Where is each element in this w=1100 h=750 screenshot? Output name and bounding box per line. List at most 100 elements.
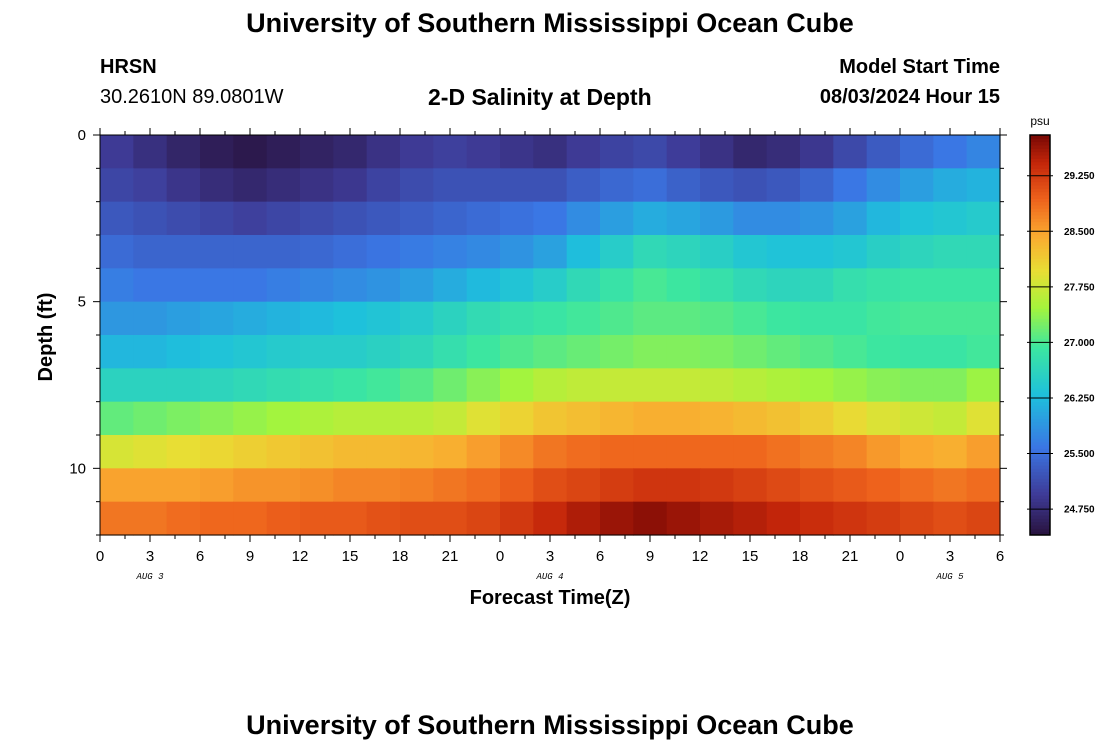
- heatmap-cell: [166, 268, 201, 303]
- heatmap-cell: [100, 235, 134, 269]
- heatmap-cell: [333, 468, 368, 503]
- x-tick-label: 0: [96, 548, 104, 565]
- heatmap-cell: [733, 301, 768, 336]
- colorbar-segment: [1030, 351, 1050, 356]
- colorbar-tick-label: 24.750: [1064, 505, 1095, 516]
- heatmap-cell: [400, 268, 434, 303]
- colorbar-segment: [1030, 361, 1050, 366]
- colorbar-segment: [1030, 441, 1050, 446]
- heatmap-cell: [433, 501, 468, 536]
- heatmap-cell: [733, 268, 768, 303]
- colorbar-segment: [1030, 208, 1050, 213]
- colorbar-segment: [1030, 418, 1050, 423]
- colorbar-segment: [1030, 485, 1050, 489]
- heatmap-cell: [733, 368, 768, 403]
- heatmap-cell: [466, 401, 501, 436]
- heatmap-cell: [400, 301, 434, 336]
- heatmap-cell: [966, 435, 1001, 469]
- heatmap-cell: [133, 335, 168, 369]
- y-tick-label: 5: [78, 294, 86, 311]
- colorbar-segment: [1030, 488, 1050, 493]
- heatmap-cell: [500, 435, 534, 469]
- heatmap-cell: [166, 235, 201, 269]
- heatmap-cell: [933, 401, 968, 436]
- colorbar-tick-label: 28.500: [1064, 227, 1095, 238]
- heatmap-cell: [533, 235, 568, 269]
- heatmap-cell: [666, 168, 701, 203]
- colorbar-segment: [1030, 531, 1050, 536]
- heatmap-cell: [900, 201, 934, 236]
- colorbar-segment: [1030, 381, 1050, 386]
- colorbar-segment: [1030, 195, 1050, 199]
- heatmap-cell: [500, 135, 534, 169]
- heatmap-cell: [966, 168, 1001, 203]
- heatmap-cell: [900, 401, 934, 436]
- x-tick-label: 6: [196, 548, 204, 565]
- heatmap-cell: [433, 301, 468, 336]
- heatmap-cell: [100, 335, 134, 369]
- colorbar-segment: [1030, 395, 1050, 399]
- colorbar-segment: [1030, 435, 1050, 439]
- colorbar-segment: [1030, 215, 1050, 219]
- heatmap-cell: [633, 168, 668, 203]
- colorbar-segment: [1030, 188, 1050, 193]
- heatmap-cell: [800, 301, 834, 336]
- colorbar-segment: [1030, 198, 1050, 203]
- heatmap-cell: [966, 235, 1001, 269]
- heatmap-cell: [633, 501, 668, 536]
- heatmap-cell: [266, 201, 301, 236]
- chart-title: University of Southern Mississippi Ocean…: [246, 8, 854, 38]
- heatmap-cell: [733, 135, 768, 169]
- heatmap-cell: [566, 235, 601, 269]
- heatmap-cell: [566, 268, 601, 303]
- colorbar-segment: [1030, 458, 1050, 463]
- heatmap-cell: [800, 335, 834, 369]
- heatmap-cell: [933, 135, 968, 169]
- colorbar-segment: [1030, 368, 1050, 373]
- heatmap-cell: [200, 435, 234, 469]
- colorbar-segment: [1030, 465, 1050, 469]
- heatmap-cell: [366, 501, 401, 536]
- colorbar-segment: [1030, 178, 1050, 183]
- heatmap-cell: [966, 501, 1001, 536]
- heatmap-cell: [266, 368, 301, 403]
- heatmap-cell: [566, 168, 601, 203]
- heatmap-cell: [900, 268, 934, 303]
- heatmap-cell: [200, 368, 234, 403]
- colorbar-unit: psu: [1030, 114, 1049, 128]
- colorbar-segment: [1030, 305, 1050, 309]
- heatmap-cell: [200, 401, 234, 436]
- heatmap-cell: [533, 335, 568, 369]
- heatmap-cell: [200, 201, 234, 236]
- colorbar-segment: [1030, 301, 1050, 306]
- colorbar-segment: [1030, 141, 1050, 146]
- heatmap-cell: [800, 368, 834, 403]
- colorbar-segment: [1030, 528, 1050, 533]
- colorbar-segment: [1030, 438, 1050, 443]
- colorbar-segment: [1030, 261, 1050, 266]
- heatmap-cell: [400, 335, 434, 369]
- x-tick-label: 15: [342, 548, 359, 565]
- heatmap-cell: [100, 301, 134, 336]
- colorbar-segment: [1030, 255, 1050, 259]
- heatmap-cell: [800, 168, 834, 203]
- x-tick-label: 9: [246, 548, 254, 565]
- heatmap-cell: [866, 301, 901, 336]
- heatmap-cell: [600, 301, 634, 336]
- colorbar-segment: [1030, 445, 1050, 449]
- heatmap-cell: [600, 201, 634, 236]
- heatmap-cell: [133, 401, 168, 436]
- heatmap-cell: [433, 468, 468, 503]
- heatmap-cell: [466, 435, 501, 469]
- heatmap-cell: [500, 368, 534, 403]
- colorbar-segment: [1030, 371, 1050, 376]
- heatmap-cell: [400, 435, 434, 469]
- heatmap-cell: [333, 435, 368, 469]
- heatmap-cell: [466, 168, 501, 203]
- heatmap-cell: [233, 168, 268, 203]
- heatmap-cell: [300, 268, 334, 303]
- heatmap-cell: [400, 235, 434, 269]
- heatmap-cell: [466, 335, 501, 369]
- colorbar-segment: [1030, 165, 1050, 169]
- date-label: AUG 4: [535, 572, 563, 582]
